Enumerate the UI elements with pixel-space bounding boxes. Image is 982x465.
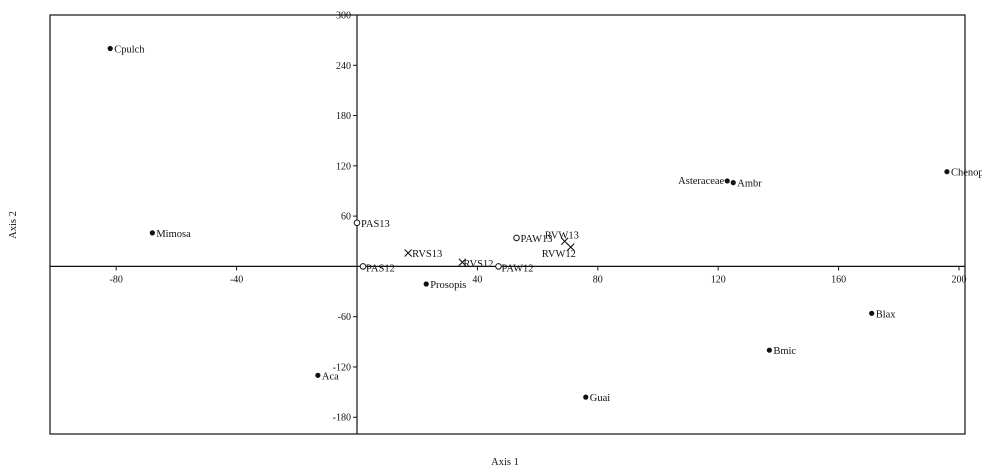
point-label-cpulch: Cpulch — [114, 45, 145, 56]
y-tick-label: 120 — [336, 161, 351, 172]
point-label-mimosa: Mimosa — [156, 229, 191, 240]
point-label-rvs12: RVS12 — [463, 259, 493, 270]
y-tick-label: 60 — [341, 212, 351, 223]
point-guai — [583, 394, 589, 400]
x-axis-title: Axis 1 — [491, 457, 519, 465]
y-axis-ticks: -180 -120 -60 60 120 180 240 300 — [333, 11, 358, 424]
point-label-aca: Aca — [322, 371, 339, 382]
point-label-ambr: Ambr — [737, 179, 762, 190]
point-label-blax: Blax — [876, 309, 897, 320]
point-label-asteraceae: Asteraceae — [678, 176, 724, 187]
x-tick-label: -80 — [110, 274, 123, 285]
data-points: Cpulch Mimosa Aca Prosopis Guai Asteraceae Amb… — [107, 45, 982, 404]
point-aca — [315, 372, 321, 378]
point-label-pas13: PAS13 — [361, 219, 390, 230]
point-bmic — [766, 347, 772, 353]
y-tick-label: 180 — [336, 111, 351, 122]
point-label-rvw12: RVW12 — [542, 249, 576, 260]
point-blax — [869, 310, 875, 316]
point-label-guai: Guai — [590, 393, 610, 404]
point-paw12 — [495, 263, 502, 270]
point-label-chenop: Chenop — [951, 168, 982, 179]
point-cpulch — [107, 45, 113, 52]
point-mimosa — [149, 230, 155, 236]
point-rvw13 — [560, 237, 569, 246]
point-label-rvs13: RVS13 — [412, 249, 442, 260]
point-label-pas12: PAS12 — [366, 263, 395, 274]
point-label-paw13: PAW13 — [521, 234, 553, 245]
point-chenop — [944, 169, 950, 175]
point-rvs13 — [404, 249, 413, 257]
point-prosopis — [423, 281, 429, 287]
point-label-rvw13: RVW13 — [545, 230, 579, 241]
point-pas13 — [353, 219, 361, 227]
y-tick-label: 240 — [336, 61, 351, 72]
point-asteraceae — [724, 178, 730, 184]
x-tick-label: 120 — [711, 274, 726, 285]
x-tick-label: 40 — [472, 274, 482, 285]
point-rvs12 — [458, 258, 467, 267]
x-tick-label: 160 — [831, 274, 846, 285]
point-label-bmic: Bmic — [773, 346, 796, 357]
point-rvw12 — [566, 243, 575, 252]
point-label-paw12: PAW12 — [501, 263, 533, 274]
y-tick-label: -180 — [333, 413, 351, 424]
x-tick-label: 80 — [593, 274, 603, 285]
x-axis-ticks: -80 -40 40 80 120 160 200 — [110, 266, 966, 285]
plot-frame — [49, 14, 966, 435]
y-axis-title: Axis 2 — [8, 211, 19, 239]
point-label-prosopis: Prosopis — [430, 280, 466, 291]
y-tick-label: 300 — [336, 11, 351, 22]
x-tick-label: -40 — [230, 274, 243, 285]
point-ambr — [730, 180, 736, 186]
point-pas12 — [359, 263, 367, 270]
point-paw13 — [513, 234, 520, 242]
x-tick-label: 200 — [951, 274, 966, 285]
y-tick-label: -60 — [338, 312, 351, 323]
y-tick-label: -120 — [333, 362, 351, 373]
